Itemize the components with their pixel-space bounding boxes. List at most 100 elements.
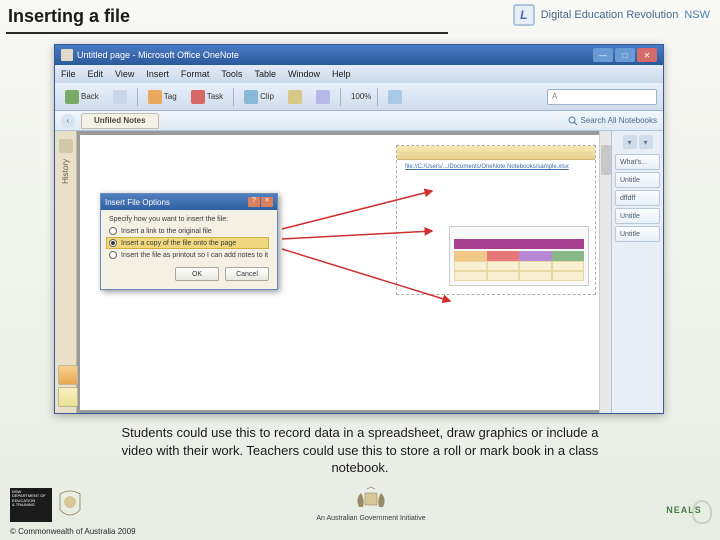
dialog-titlebar: Insert File Options ? × <box>101 194 277 210</box>
page-tab-4[interactable]: Untitle <box>615 226 660 242</box>
menu-insert[interactable]: Insert <box>146 69 169 79</box>
maximize-button[interactable]: □ <box>615 48 635 62</box>
back-button[interactable]: Back <box>61 87 103 107</box>
clip-icon <box>244 90 258 104</box>
radio-icon <box>109 227 117 235</box>
menu-help[interactable]: Help <box>332 69 351 79</box>
tool-1[interactable] <box>284 87 306 107</box>
window-title: Untitled page - Microsoft Office OneNote <box>77 50 239 60</box>
radio-icon <box>109 251 117 259</box>
notebook-icon[interactable] <box>59 139 73 153</box>
search-all-notebooks-button[interactable]: Search All Notebooks <box>568 116 658 126</box>
toolbar-separator <box>137 88 138 106</box>
all-notebooks-icon[interactable] <box>58 387 78 407</box>
copyright-text: © Commonwealth of Australia 2009 <box>10 527 136 536</box>
dialog-option-copy[interactable]: Insert a copy of the file onto the page <box>106 237 269 249</box>
page-next-button[interactable]: ▾ <box>639 135 653 149</box>
nsw-crest-icon <box>56 488 84 522</box>
unfiled-notes-icon[interactable] <box>58 365 78 385</box>
option-label: Insert the file as printout so I can add… <box>121 252 268 259</box>
fullscreen-button[interactable] <box>384 87 406 107</box>
menu-format[interactable]: Format <box>181 69 210 79</box>
dialog-option-printout[interactable]: Insert the file as printout so I can add… <box>109 251 269 259</box>
task-button[interactable]: Task <box>187 87 227 107</box>
option-label: Insert a copy of the file onto the page <box>121 240 236 247</box>
menu-tools[interactable]: Tools <box>221 69 242 79</box>
back-label: Back <box>81 92 99 101</box>
footer: NSWDEPARTMENT OFEDUCATION& TRAINING An A… <box>10 485 710 522</box>
toolbar-separator <box>233 88 234 106</box>
search-input[interactable]: A <box>547 89 657 105</box>
toolbar: Back Tag Task Clip 100% A <box>55 83 663 111</box>
page-prev-button[interactable]: ▾ <box>623 135 637 149</box>
australian-coat-of-arms-icon <box>353 485 389 513</box>
zoom-level[interactable]: 100% <box>351 92 371 101</box>
scrollbar-thumb[interactable] <box>601 145 611 175</box>
slide-caption: Students could use this to record data i… <box>120 424 600 477</box>
preview-title-row <box>454 239 584 249</box>
toolbar-separator <box>377 88 378 106</box>
app-icon <box>61 49 73 61</box>
dialog-close-button[interactable]: × <box>261 197 273 207</box>
note-container-header[interactable] <box>397 146 595 160</box>
embedded-file-preview <box>449 226 589 286</box>
close-button[interactable]: ✕ <box>637 48 657 62</box>
preview-header-row <box>454 251 584 261</box>
der-logo-icon: L <box>513 4 535 26</box>
history-label[interactable]: History <box>61 159 70 184</box>
dialog-option-link[interactable]: Insert a link to the original file <box>109 227 269 235</box>
brand-suffix: NSW <box>684 9 710 21</box>
det-nsw-logo: NSWDEPARTMENT OFEDUCATION& TRAINING <box>10 488 52 522</box>
forward-arrow-icon <box>113 90 127 104</box>
radio-icon <box>109 239 117 247</box>
menu-window[interactable]: Window <box>288 69 320 79</box>
notebook-bar: ‹ Unfiled Notes Search All Notebooks <box>55 111 663 131</box>
menubar: File Edit View Insert Format Tools Table… <box>55 65 663 83</box>
dialog-help-button[interactable]: ? <box>248 197 260 207</box>
dialog-title: Insert File Options <box>105 198 170 207</box>
canvas-area: file://C:/Users/.../Documents/OneNote No… <box>77 131 611 413</box>
tag-label: Tag <box>164 92 177 101</box>
clip-button[interactable]: Clip <box>240 87 278 107</box>
page-tab-0[interactable]: What's... <box>615 154 660 170</box>
neals-logo: NEALS <box>658 498 710 522</box>
preview-data-row <box>454 261 584 271</box>
notebook-tab[interactable]: Unfiled Notes <box>81 113 159 129</box>
vertical-scrollbar[interactable] <box>599 131 611 413</box>
onenote-window: Untitled page - Microsoft Office OneNote… <box>54 44 664 414</box>
task-label: Task <box>207 92 223 101</box>
file-link[interactable]: file://C:/Users/.../Documents/OneNote No… <box>405 164 569 170</box>
minimize-button[interactable]: — <box>593 48 613 62</box>
gov-initiative-text: An Australian Government Initiative <box>316 515 425 522</box>
nav-prev-button[interactable]: ‹ <box>61 114 75 128</box>
dialog-body: Specify how you want to insert the file:… <box>101 210 277 289</box>
page-tab-2[interactable]: dffdff <box>615 190 660 206</box>
tool-2[interactable] <box>312 87 334 107</box>
forward-button[interactable] <box>109 87 131 107</box>
page-tab-1[interactable]: Untitle <box>615 172 660 188</box>
workspace: History file://C:/Users/.../Documents/On… <box>55 131 663 413</box>
right-sidebar: ▾ ▾ What's... Untitle dffdff Untitle Unt… <box>611 131 663 413</box>
page-canvas[interactable]: file://C:/Users/.../Documents/OneNote No… <box>80 135 608 410</box>
preview-data-row <box>454 271 584 281</box>
menu-view[interactable]: View <box>115 69 134 79</box>
footer-left-logos: NSWDEPARTMENT OFEDUCATION& TRAINING <box>10 488 84 522</box>
cancel-button[interactable]: Cancel <box>225 267 269 281</box>
header-branding: L Digital Education Revolution NSW <box>513 4 710 26</box>
brand-text: Digital Education Revolution <box>541 9 679 21</box>
footer-center: An Australian Government Initiative <box>316 485 425 522</box>
note-container[interactable]: file://C:/Users/.../Documents/OneNote No… <box>396 145 596 295</box>
menu-table[interactable]: Table <box>254 69 276 79</box>
option-label: Insert a link to the original file <box>121 228 212 235</box>
menu-file[interactable]: File <box>61 69 76 79</box>
slide-title: Inserting a file <box>8 6 130 27</box>
ok-button[interactable]: OK <box>175 267 219 281</box>
fullscreen-icon <box>388 90 402 104</box>
tag-icon <box>148 90 162 104</box>
search-icon <box>568 116 578 126</box>
menu-edit[interactable]: Edit <box>88 69 104 79</box>
page-tab-3[interactable]: Untitle <box>615 208 660 224</box>
dialog-prompt: Specify how you want to insert the file: <box>109 216 269 223</box>
tag-button[interactable]: Tag <box>144 87 181 107</box>
title-underline <box>6 32 448 34</box>
